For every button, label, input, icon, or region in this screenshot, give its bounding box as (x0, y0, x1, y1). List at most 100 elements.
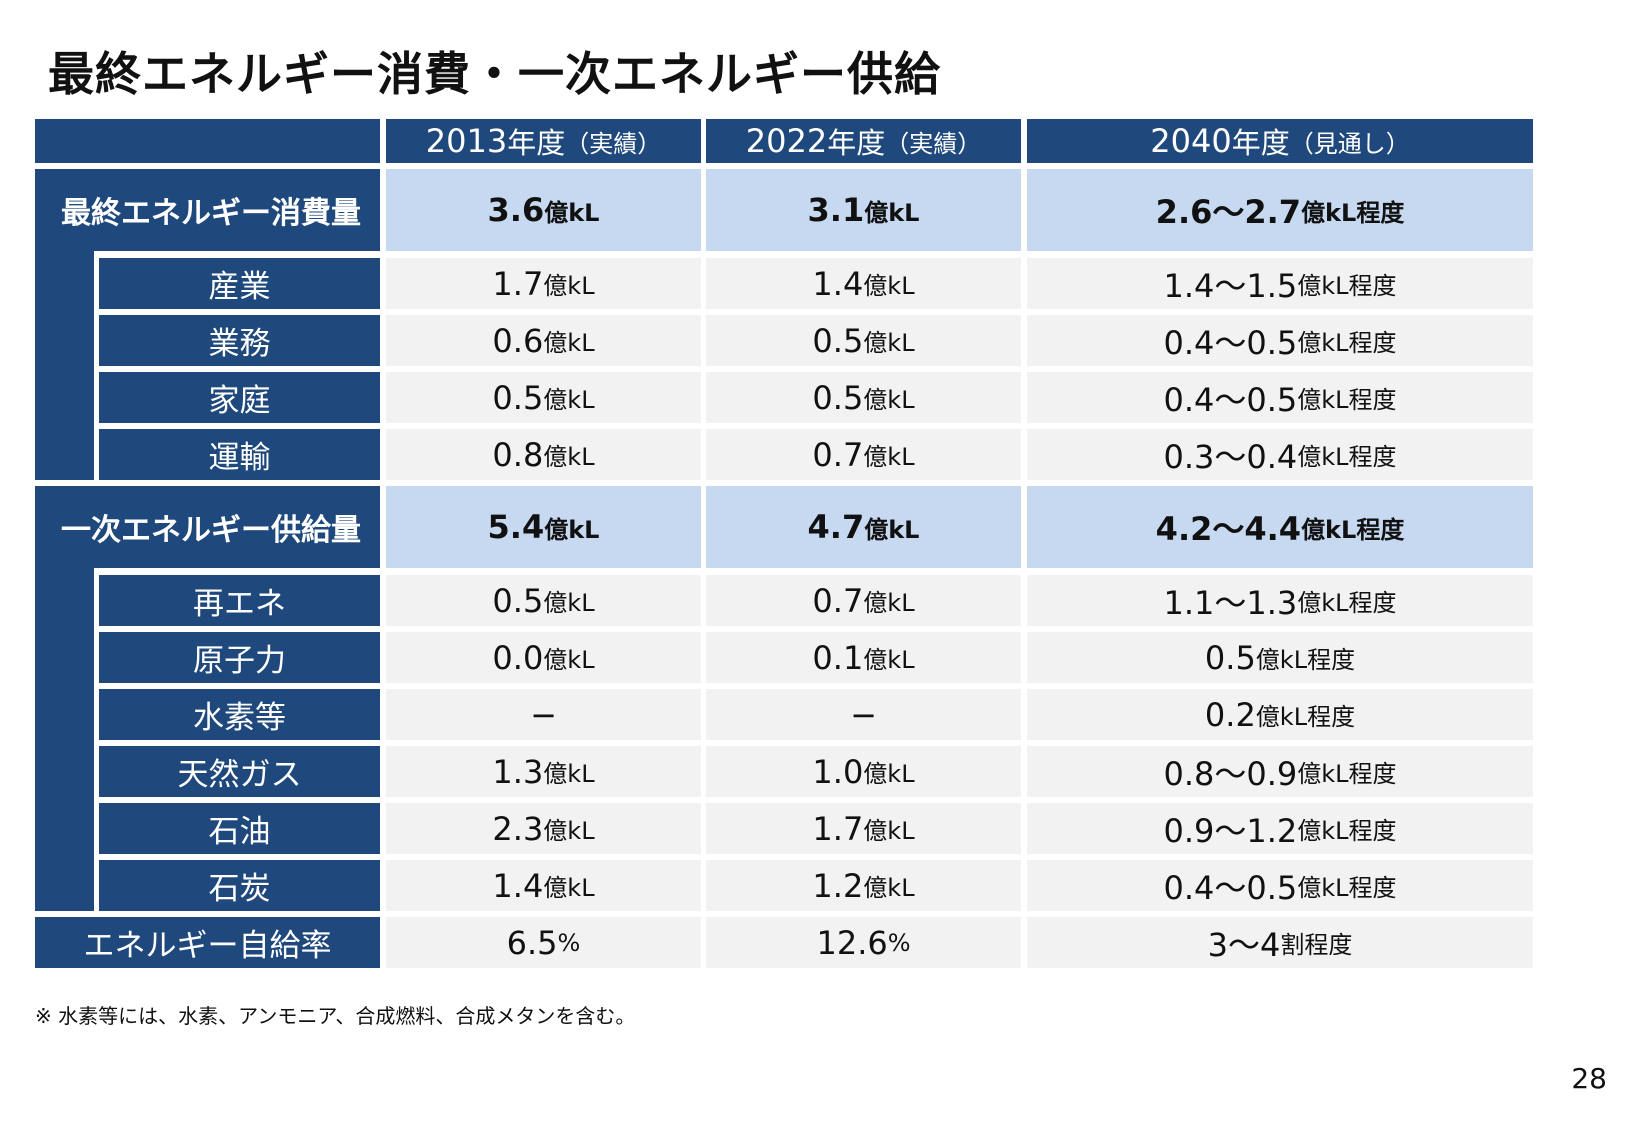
value-cell: 0.3〜0.4 億kL程度 (1027, 429, 1533, 480)
value-cell: 4.2〜4.4 億kL程度 (1027, 486, 1533, 568)
value-number: 4.7 (807, 508, 865, 546)
value-unit: 億kL程度 (1297, 760, 1397, 788)
value-cell: − (386, 689, 701, 740)
value-cell: 0.2 億kL程度 (1027, 689, 1533, 740)
value-number: 2.3 (492, 809, 544, 848)
value-number: 0.4〜0.5 (1163, 868, 1298, 907)
row-label: 天然ガス (99, 746, 380, 797)
value-unit: 億kL程度 (1297, 589, 1397, 617)
value-unit: 億kL (543, 386, 595, 414)
value-unit: 億kL (863, 646, 915, 674)
value-cell: 0.5 億kL (386, 575, 701, 626)
value-cell: 1.0 億kL (706, 746, 1021, 797)
value-number: 1.7 (812, 809, 864, 848)
value-cell: 0.0 億kL (386, 632, 701, 683)
value-number: 12.6 (816, 923, 888, 962)
value-unit: 億kL (863, 817, 915, 845)
value-number: 1.4 (492, 866, 544, 905)
value-number: 0.8 (492, 435, 544, 474)
value-cell: 0.5 億kL (706, 315, 1021, 366)
value-number: 0.0 (492, 638, 544, 677)
value-cell: 6.5% (386, 917, 701, 968)
column-header: 2022 年度 （実績） (706, 119, 1021, 163)
value-number: 0.5 (492, 378, 544, 417)
value-number: 1.3 (492, 752, 544, 791)
value-cell: 0.7 億kL (706, 429, 1021, 480)
value-cell: 0.9〜1.2 億kL程度 (1027, 803, 1533, 854)
value-number: 0.6 (492, 321, 544, 360)
row-label: エネルギー自給率 (35, 917, 380, 968)
value-unit: 億kL程度 (1297, 874, 1397, 902)
value-number: 1.2 (812, 866, 864, 905)
value-unit: 億kL (543, 443, 595, 471)
value-number: − (530, 695, 557, 734)
value-number: 1.4〜1.5 (1163, 266, 1298, 305)
value-unit: 億kL (543, 589, 595, 617)
row-label-text: 運輸 (208, 440, 271, 476)
value-cell: 0.6 億kL (386, 315, 701, 366)
value-unit: 億kL (543, 874, 595, 902)
value-unit: 億kL程度 (1255, 646, 1356, 674)
value-cell: 0.7 億kL (706, 575, 1021, 626)
value-number: 3.6 (487, 191, 545, 229)
value-cell: 0.1 億kL (706, 632, 1021, 683)
value-cell: 1.2 億kL (706, 860, 1021, 911)
footnote: ※ 水素等には、水素、アンモニア、合成燃料、合成メタンを含む。 (35, 1004, 636, 1028)
row-label-text: 石炭 (208, 871, 271, 907)
value-cell: 1.4 億kL (386, 860, 701, 911)
value-cell: 2.6〜2.7 億kL程度 (1027, 169, 1533, 251)
value-unit: 億kL程度 (1297, 817, 1397, 845)
column-note: （実績） (565, 129, 662, 158)
value-unit: 億kL (863, 589, 915, 617)
row-label-text: 最終エネルギー消費量 (61, 196, 361, 231)
value-unit: 億kL (864, 515, 920, 544)
column-suffix: 年度 (1231, 126, 1290, 160)
column-year: 2022 (745, 122, 828, 160)
value-cell: 0.8〜0.9 億kL程度 (1027, 746, 1533, 797)
value-cell: 1.4 億kL (706, 258, 1021, 309)
value-number: 0.5 (492, 581, 544, 620)
value-cell: − (706, 689, 1021, 740)
value-number: 0.4〜0.5 (1163, 323, 1298, 362)
column-year: 2013 (425, 122, 508, 160)
value-unit: 億kL (863, 760, 915, 788)
row-label-text: 水素等 (193, 700, 286, 736)
page-title: 最終エネルギー消費・一次エネルギー供給 (48, 47, 941, 101)
value-unit: 億kL (864, 198, 920, 227)
row-label-major: 最終エネルギー消費量 (35, 169, 380, 251)
row-label-text: 石油 (208, 814, 271, 850)
value-unit: 億kL (544, 198, 600, 227)
value-unit: 億kL程度 (1297, 329, 1397, 357)
value-number: 0.8〜0.9 (1163, 754, 1298, 793)
value-unit: 億kL (863, 874, 915, 902)
value-unit: 億kL程度 (1297, 443, 1397, 471)
value-number: 0.5 (812, 378, 864, 417)
value-number: − (850, 695, 877, 734)
value-unit: 億kL (543, 329, 595, 357)
value-number: 1.4 (812, 264, 864, 303)
value-cell: 1.7 億kL (386, 258, 701, 309)
value-number: 1.0 (812, 752, 864, 791)
value-cell: 0.4〜0.5 億kL程度 (1027, 860, 1533, 911)
value-number: 0.3〜0.4 (1163, 437, 1298, 476)
page-number: 28 (1571, 1062, 1607, 1095)
value-number: 0.2 (1204, 695, 1256, 734)
row-label: 運輸 (99, 429, 380, 480)
value-number: 1.1〜1.3 (1163, 583, 1298, 622)
value-unit: 億kL程度 (1301, 198, 1405, 227)
value-unit: % (557, 928, 581, 957)
value-unit: 億kL (543, 646, 595, 674)
row-label: 水素等 (99, 689, 380, 740)
value-cell: 3.6 億kL (386, 169, 701, 251)
value-number: 0.4〜0.5 (1163, 380, 1298, 419)
value-unit: 億kL程度 (1297, 272, 1397, 300)
row-label: 石炭 (99, 860, 380, 911)
value-cell: 4.7 億kL (706, 486, 1021, 568)
value-unit: 億kL (863, 443, 915, 471)
value-number: 0.5 (1204, 638, 1256, 677)
value-cell: 12.6% (706, 917, 1021, 968)
value-cell: 3.1 億kL (706, 169, 1021, 251)
value-number: 6.5 (506, 923, 558, 962)
value-cell: 5.4 億kL (386, 486, 701, 568)
row-label: 再エネ (99, 575, 380, 626)
